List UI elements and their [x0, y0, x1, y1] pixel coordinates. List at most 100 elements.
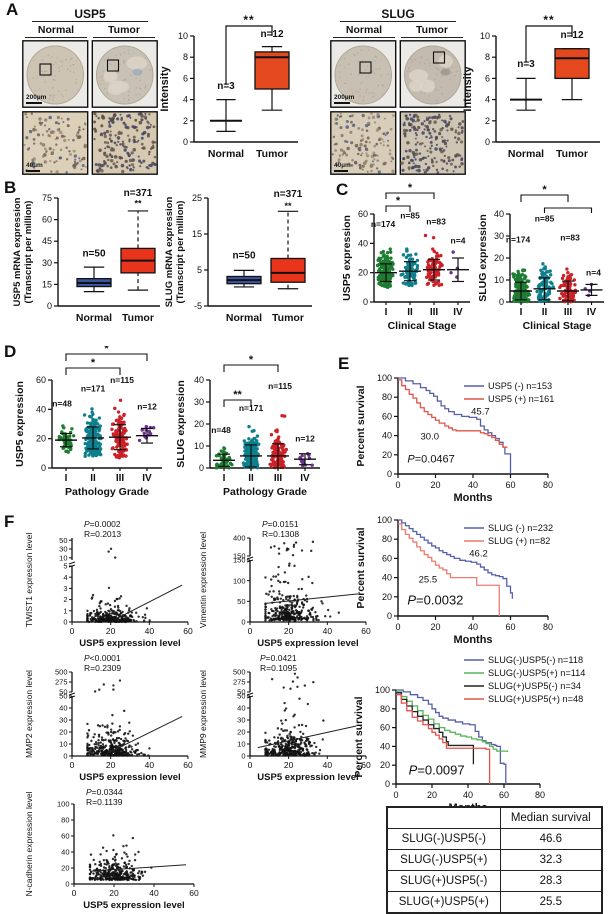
svg-text:2: 2	[183, 116, 188, 126]
svg-text:II: II	[407, 307, 413, 318]
svg-text:15: 15	[42, 279, 52, 289]
svg-text:n=85: n=85	[535, 214, 555, 224]
svg-text:Pathology Grade: Pathology Grade	[223, 486, 307, 498]
svg-text:I: I	[520, 307, 523, 318]
svg-text:60: 60	[382, 553, 392, 563]
svg-text:60: 60	[183, 760, 193, 770]
svg-text:60: 60	[505, 622, 515, 632]
svg-text:SLUG(+)USP5(-) n=34: SLUG(+)USP5(-) n=34	[488, 681, 581, 691]
svg-text:II: II	[90, 473, 96, 484]
svg-text:P=0.0421: P=0.0421	[260, 653, 297, 663]
svg-text:I: I	[223, 473, 226, 484]
svg-text:40: 40	[468, 480, 478, 490]
svg-text:n=50: n=50	[232, 251, 256, 262]
svg-text:20: 20	[106, 626, 116, 636]
ihc-slug-normal-label: Normal	[333, 24, 395, 38]
svg-text:275: 275	[233, 678, 246, 687]
svg-text:0: 0	[70, 626, 75, 636]
svg-text:0: 0	[183, 137, 188, 147]
svg-text:40: 40	[494, 209, 504, 219]
svg-text:40: 40	[149, 888, 159, 898]
svg-text:Tumor: Tumor	[556, 148, 588, 160]
svg-text:5: 5	[63, 562, 67, 571]
svg-text:60: 60	[361, 760, 371, 770]
svg-text:40: 40	[382, 431, 392, 441]
svg-text:R=0.2013: R=0.2013	[84, 529, 121, 539]
svg-text:0: 0	[63, 752, 67, 761]
svg-text:30: 30	[194, 397, 204, 407]
svg-text:n=371: n=371	[124, 188, 153, 199]
svg-text:SLUG(-)USP5(-) n=118: SLUG(-)USP5(-) n=118	[488, 655, 583, 665]
svg-text:40: 40	[323, 760, 333, 770]
svg-text:0: 0	[241, 752, 245, 761]
svg-text:0: 0	[248, 626, 253, 636]
ihc-usp5-column-labels: Normal Tumor	[22, 24, 158, 38]
usp5-survival-curve: 0 20 40 60 80 100 0 20 40 60 80 Percent survival Mon…	[355, 373, 554, 504]
table-header-median-survival: Median survival	[499, 806, 603, 829]
svg-text:USP5 expression level: USP5 expression level	[79, 772, 180, 783]
svg-text:60: 60	[382, 411, 392, 421]
svg-text:0: 0	[395, 480, 400, 490]
usp5-mrna-boxplot: 0 15 30 45 60 75 USP5 mRNA expression (Transcri…	[12, 188, 160, 324]
svg-text:100: 100	[377, 515, 392, 525]
svg-text:500: 500	[55, 668, 68, 677]
combined-survival-curve: 0 20 40 60 80 100 0 20 40 60 80 Percent survival Mon…	[353, 655, 585, 806]
svg-text:*: *	[249, 354, 254, 366]
svg-text:30: 30	[237, 716, 245, 725]
svg-text:4: 4	[485, 95, 490, 105]
svg-text:P=0.0097: P=0.0097	[409, 763, 465, 778]
svg-text:USP5 mRNA expression: USP5 mRNA expression	[12, 197, 23, 306]
panel-label-f: F	[4, 512, 15, 531]
svg-text:6: 6	[183, 73, 188, 83]
svg-text:20: 20	[380, 760, 390, 770]
svg-text:60: 60	[61, 832, 69, 841]
svg-text:10: 10	[194, 441, 204, 451]
svg-text:0: 0	[387, 611, 392, 621]
svg-text:(Transcript per million): (Transcript per million)	[23, 201, 34, 304]
svg-text:400: 400	[233, 534, 246, 543]
median-survival-table: Median survival SLUG(-)USP5(-) 46.6 SLUG(-…	[386, 806, 603, 914]
svg-text:SLUG(-)USP5(+) n=114: SLUG(-)USP5(+) n=114	[488, 668, 585, 678]
svg-text:R=0.2309: R=0.2309	[84, 663, 121, 673]
svg-text:IV: IV	[453, 307, 463, 318]
svg-text:40: 40	[463, 790, 473, 800]
svg-text:20: 20	[59, 728, 67, 737]
svg-text:USP5 expression level: USP5 expression level	[79, 638, 180, 649]
svg-text:50: 50	[237, 597, 245, 606]
svg-text:0: 0	[199, 463, 204, 473]
svg-text:IV: IV	[142, 473, 152, 484]
svg-text:III: III	[274, 473, 283, 484]
svg-text:I: I	[65, 473, 68, 484]
svg-text:60: 60	[189, 888, 199, 898]
svg-text:N-cadherin expression level: N-cadherin expression level	[24, 791, 34, 896]
svg-text:0: 0	[485, 137, 490, 147]
svg-text:40: 40	[468, 622, 478, 632]
svg-text:50: 50	[59, 688, 67, 697]
svg-text:P<0.0001: P<0.0001	[84, 653, 121, 663]
svg-text:Tumor: Tumor	[272, 312, 304, 324]
svg-text:30.0: 30.0	[421, 431, 440, 442]
svg-text:n=3: n=3	[517, 59, 535, 70]
panel-label-c: C	[336, 180, 349, 199]
svg-text:20: 20	[494, 253, 504, 263]
svg-text:n=50: n=50	[82, 248, 106, 259]
ihc-slug-images: 200µm 40µm	[330, 40, 466, 175]
svg-text:0: 0	[41, 463, 46, 473]
svg-text:Clinical Stage: Clinical Stage	[388, 320, 457, 332]
svg-text:III: III	[564, 307, 573, 318]
slug-mrna-boxplot: -5 5 15 25 SLUG mRNA expression (Transcript p…	[164, 189, 312, 324]
svg-text:45: 45	[42, 236, 52, 246]
svg-text:0: 0	[385, 779, 390, 789]
svg-text:500: 500	[233, 668, 246, 677]
svg-text:6: 6	[485, 73, 490, 83]
svg-text:n=48: n=48	[52, 398, 72, 408]
svg-text:20: 20	[109, 888, 119, 898]
usp5-pathology-grade-plot: 0 20 40 60 USP5 expression n=48 In=171 II n=115 I…	[14, 346, 162, 498]
svg-text:200µm: 200µm	[334, 94, 355, 101]
svg-text:3: 3	[63, 584, 67, 593]
svg-text:1: 1	[63, 606, 67, 615]
svg-text:n=12: n=12	[295, 434, 315, 444]
